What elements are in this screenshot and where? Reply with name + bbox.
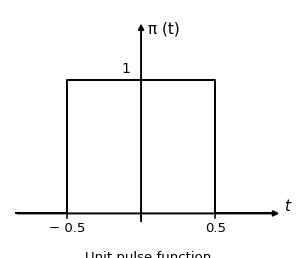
Text: Unit pulse function: Unit pulse function [85, 251, 212, 258]
Text: 1: 1 [122, 62, 131, 76]
Text: t: t [284, 199, 290, 214]
Text: 0.5: 0.5 [205, 222, 226, 235]
Text: − 0.5: − 0.5 [49, 222, 85, 235]
Text: π (t): π (t) [148, 22, 180, 37]
